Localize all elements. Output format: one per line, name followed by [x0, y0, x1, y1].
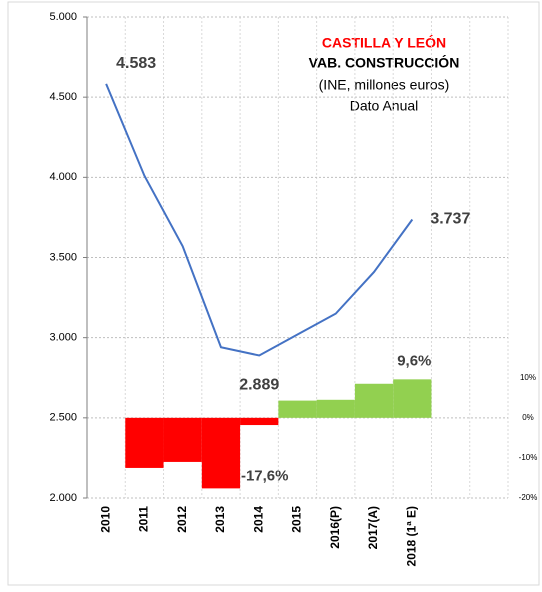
y-tick-label: 2.500	[49, 412, 77, 424]
data-label: 3.737	[430, 211, 470, 228]
y-tick-label: 5.000	[49, 11, 77, 23]
chart-title: CASTILLA Y LEÓN	[322, 34, 446, 51]
y2-tick-label: -20%	[519, 493, 538, 502]
chart-subtitle: VAB. CONSTRUCCIÓN	[309, 54, 460, 71]
data-label: -17,6%	[241, 467, 289, 484]
bar	[125, 417, 164, 468]
bar	[201, 417, 241, 489]
data-label: 2.889	[239, 377, 279, 394]
y-tick-label: 4.500	[49, 91, 77, 103]
x-tick-label: 2010	[98, 506, 112, 533]
y-tick-label: 3.000	[49, 332, 77, 344]
frame	[7, 1, 540, 586]
bar	[354, 383, 394, 418]
bar	[163, 417, 202, 462]
y-tick-label: 3.500	[49, 251, 77, 263]
bar	[240, 417, 279, 426]
bar	[393, 379, 432, 418]
bar	[316, 399, 355, 418]
x-tick-label: 2011	[137, 506, 151, 532]
x-tick-label: 2014	[251, 506, 265, 533]
y2-tick-label: -10%	[519, 453, 538, 462]
y2-tick-label: 10%	[520, 373, 536, 382]
x-tick-label: 2012	[175, 506, 189, 533]
y-tick-label: 4.000	[49, 171, 77, 183]
bar	[278, 400, 317, 418]
data-label: 9,6%	[397, 352, 431, 369]
x-tick-label: 2016(P)	[328, 506, 342, 549]
data-label: 4.583	[116, 55, 156, 72]
x-tick-label: 2013	[213, 506, 227, 533]
chart-subtitle: (INE, millones euros)	[319, 77, 450, 93]
x-tick-label: 2017(A)	[366, 506, 380, 549]
x-tick-label: 2018 (1ª E)	[404, 506, 418, 566]
y2-tick-label: 0%	[522, 413, 534, 422]
x-tick-label: 2015	[290, 506, 304, 533]
line	[105, 83, 414, 357]
y-tick-label: 2.000	[49, 492, 77, 504]
chart-subtitle: Dato Anual	[350, 98, 419, 114]
